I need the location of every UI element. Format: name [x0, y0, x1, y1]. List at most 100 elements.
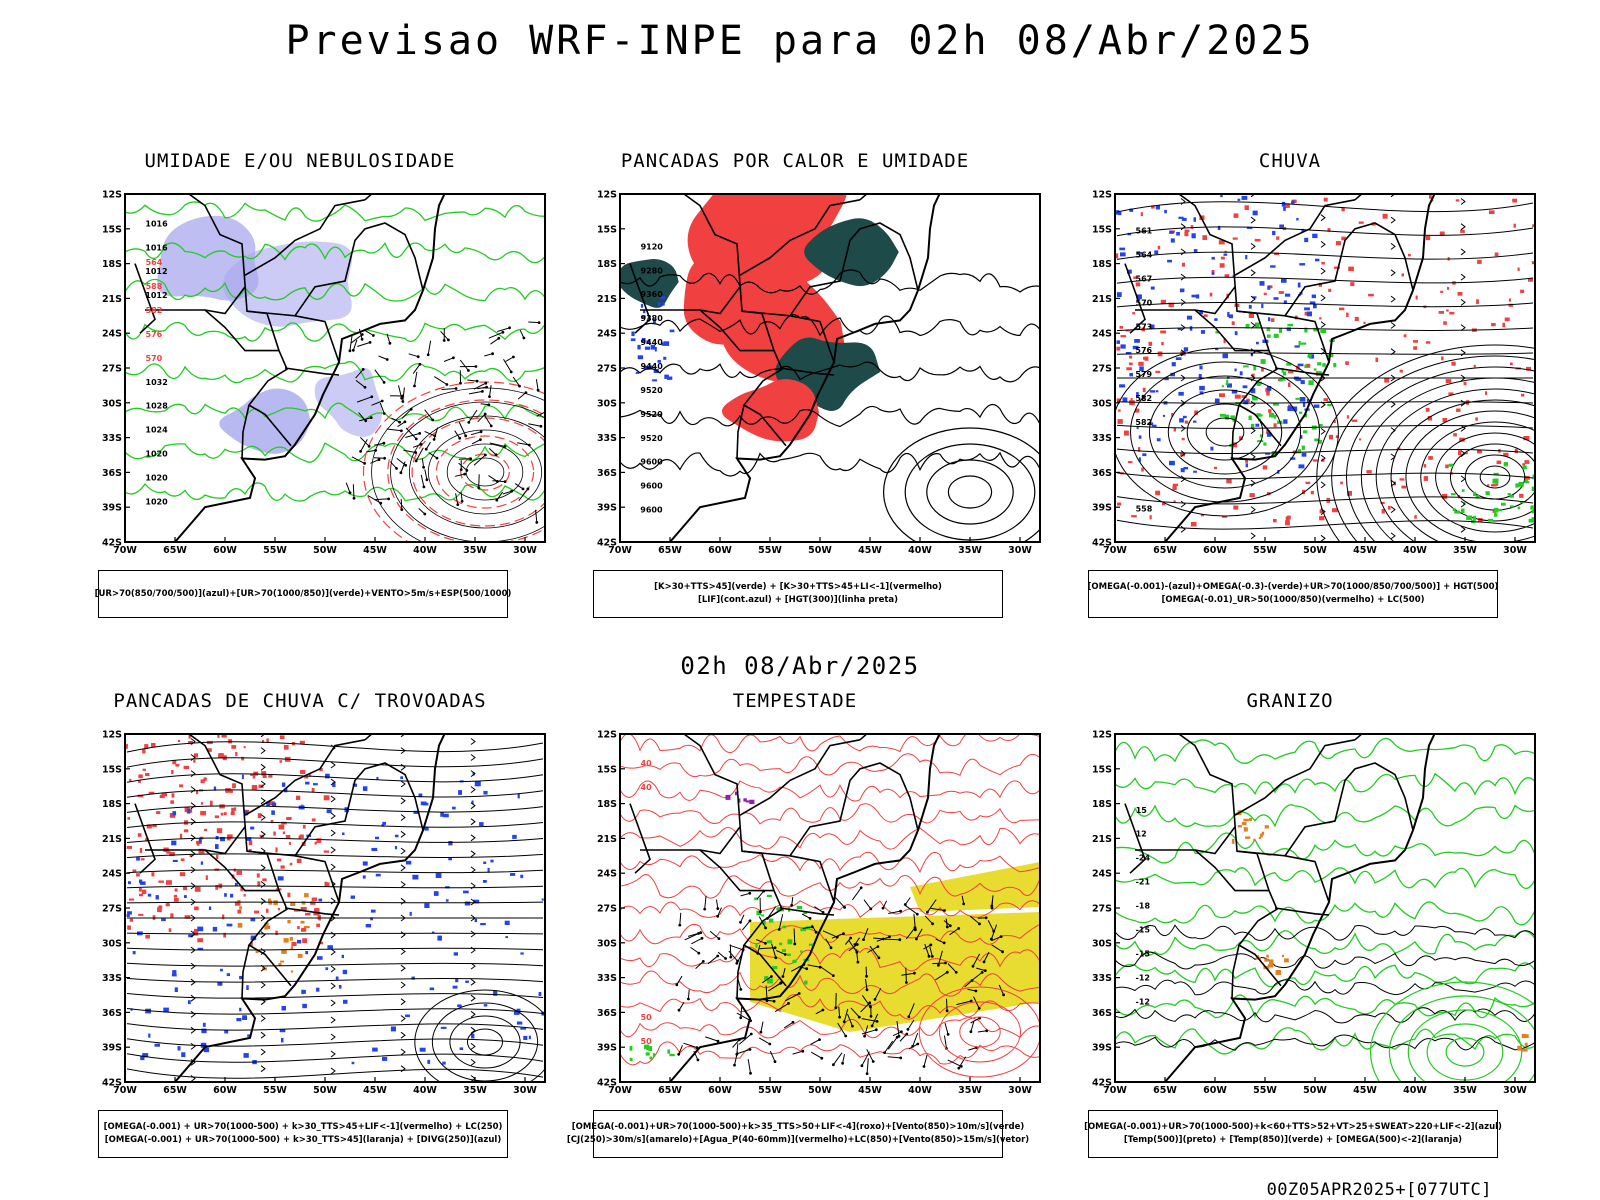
lat-tick-label: 36S: [1092, 1008, 1112, 1019]
wind-vector: [528, 423, 541, 427]
rain-area: [1215, 348, 1219, 351]
wind-vector: [459, 468, 463, 471]
heavy-rain-area: [1452, 508, 1456, 512]
wind-vector: [470, 431, 482, 436]
streamline: [1390, 427, 1396, 434]
streamline: [1116, 276, 1534, 284]
lon-tick-label: 70W: [1103, 1085, 1127, 1096]
divergence-area: [479, 822, 484, 826]
wind-vector: [991, 936, 1002, 942]
wind-vector: [372, 334, 375, 337]
streamline: [1320, 534, 1326, 542]
lat-tick-label: 36S: [102, 468, 122, 479]
wind-vector: [887, 1056, 901, 1059]
wind-vector: [503, 358, 512, 373]
wind-vector: [488, 475, 498, 482]
contour-label: 9520: [640, 386, 663, 395]
rain-area: [1232, 442, 1237, 448]
rain-area: [1332, 508, 1338, 513]
rain-area: [1449, 311, 1455, 315]
precipitable-water-contour: [620, 827, 1040, 850]
wind-vector: [427, 340, 432, 355]
border-line: [741, 762, 919, 857]
wind-vector: [736, 1012, 751, 1022]
rain-area: [1173, 500, 1176, 503]
rain-area: [1138, 457, 1141, 463]
heavy-rain-area: [1531, 486, 1535, 491]
border-line: [1237, 350, 1282, 447]
humidity-contour: [125, 278, 545, 302]
coastline: [125, 734, 446, 1082]
contour-label: 15: [1136, 806, 1148, 815]
rain-area: [1348, 266, 1354, 271]
wind-vector: [716, 1039, 720, 1043]
rain-area: [1276, 236, 1280, 240]
divergence-area: [400, 776, 403, 780]
rain-area: [1496, 460, 1502, 465]
wind-vector: [360, 437, 370, 447]
streamline: [190, 962, 196, 970]
streamline: [1180, 374, 1186, 382]
wind-vector: [452, 356, 455, 360]
rain-area: [1267, 285, 1271, 290]
lat-tick-label: 30S: [102, 938, 122, 949]
thunderstorm-area: [198, 848, 205, 854]
lat-tick-label: 18S: [102, 799, 122, 810]
divergence-area: [520, 874, 524, 879]
streamline: [1390, 348, 1396, 356]
border-line: [246, 222, 424, 317]
wind-vector: [491, 352, 494, 356]
streamline: [1460, 425, 1466, 432]
streamline: [1180, 198, 1186, 205]
wind-vector: [489, 424, 493, 428]
wind-vector: [401, 408, 412, 419]
lon-tick-label: 55W: [263, 1085, 287, 1096]
rain-area: [1459, 437, 1465, 442]
rain-area: [1149, 390, 1155, 393]
divergence-area: [203, 1047, 210, 1053]
omega-area: [1261, 831, 1265, 836]
legend-line: [OMEGA(-0.01)_UR>50(1000/850)(vermelho) …: [1161, 595, 1425, 605]
wind-vector: [374, 442, 384, 446]
streamline: [400, 747, 406, 754]
streamline: [400, 763, 406, 771]
wind-vector: [915, 912, 919, 916]
rain-area: [1359, 438, 1362, 441]
thunderstorm-area: [232, 783, 236, 789]
wind-vector: [908, 1003, 915, 1017]
map-layers: [125, 734, 545, 1082]
wind-area: [782, 925, 787, 929]
divergence-area: [246, 837, 252, 841]
wind-vector: [690, 946, 700, 954]
streamline: [126, 1068, 544, 1079]
rain-area: [1150, 286, 1155, 290]
rain-area: [1252, 296, 1257, 299]
panel-title: CHUVA: [1258, 150, 1322, 172]
streamline: [126, 789, 544, 798]
thunderstorm-area: [261, 740, 265, 743]
wind-vector: [416, 355, 420, 359]
divergence-area: [342, 832, 345, 835]
divergence-area: [197, 926, 204, 932]
thunderstorm-area: [243, 746, 246, 749]
wind-vector: [999, 935, 1003, 938]
streamline: [1250, 479, 1256, 487]
heavy-rain-area: [1230, 415, 1235, 419]
rain-area: [1291, 200, 1295, 204]
streamline: [470, 802, 476, 810]
lon-tick-label: 65W: [658, 1085, 682, 1096]
rain-area: [1403, 334, 1407, 338]
pressure-contour: [427, 429, 543, 515]
precipitable-water-contour: [620, 923, 1040, 945]
omega-area: [1524, 1042, 1528, 1047]
border-line: [244, 199, 366, 276]
rain-area: [1124, 430, 1129, 436]
thunderstorm-area: [196, 790, 199, 795]
rain-area: [1203, 314, 1208, 317]
thunderstorm-area: [234, 901, 241, 906]
streamline: [330, 795, 336, 803]
contour-label: 1024: [145, 426, 168, 435]
precipitable-water-contour: [620, 734, 1040, 754]
wind-vector: [871, 1060, 875, 1063]
divergence-area: [318, 898, 323, 902]
